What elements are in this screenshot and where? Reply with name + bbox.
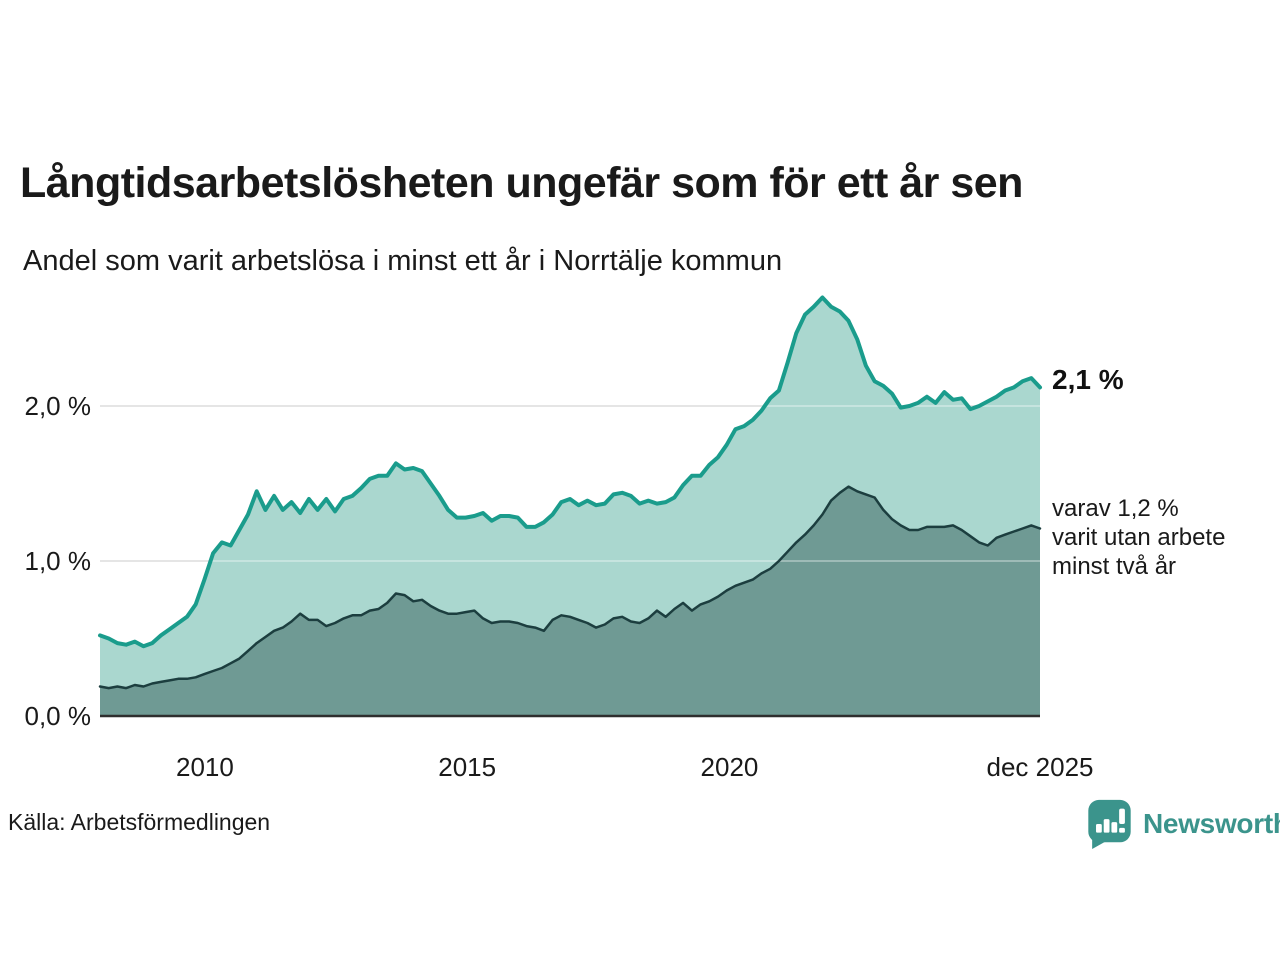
newsworthy-wordmark: Newsworthy (1143, 808, 1280, 839)
x-axis-label-2010: 2010 (175, 752, 234, 782)
two-year-area (100, 486, 1040, 716)
one-year-line (98, 295, 1042, 649)
x-axis-label-dec-2025: dec 2025 (986, 752, 1094, 782)
source-credit: Källa: Arbetsförmedlingen (8, 809, 271, 835)
two-year-line (98, 485, 1042, 690)
two-year-note-annotation: varav 1,2 % varit utan arbete minst två … (1052, 495, 1226, 580)
newsworthy-logo: Newsworthy (1086, 798, 1280, 850)
newsworthy-speech-bubble-bars-icon (1088, 799, 1131, 850)
y-axis-label-0: 0,0 % (24, 701, 92, 731)
y-axis-label-1: 1,0 % (24, 546, 92, 576)
x-axis-label-2020: 2020 (700, 752, 759, 782)
latest-value-annotation: 2,1 % (1052, 364, 1124, 395)
x-axis-label-2015: 2015 (438, 752, 497, 782)
chart-title: Långtidsarbetslösheten ungefär som för e… (20, 158, 1023, 207)
y-axis-label-2: 2,0 % (24, 391, 92, 421)
chart-subtitle: Andel som varit arbetslösa i minst ett å… (23, 245, 783, 277)
